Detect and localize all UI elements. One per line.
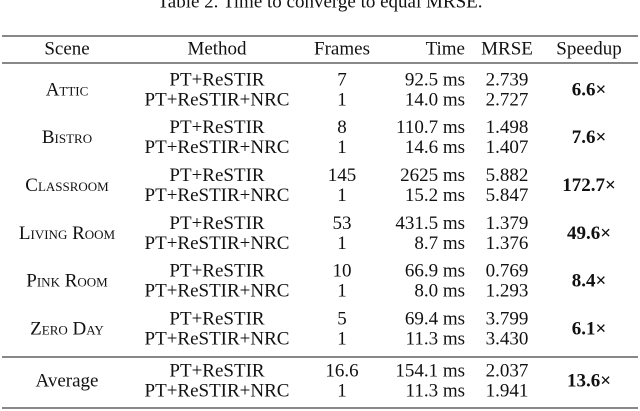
method: PT+ReSTIR <box>169 69 264 90</box>
scene-name: Zero Day <box>30 318 104 339</box>
time: 15.2 ms <box>405 185 465 206</box>
frames: 1 <box>337 233 347 254</box>
mrse: 1.379 <box>486 213 529 234</box>
speedup: 8.4× <box>572 271 607 292</box>
mrse: 2.727 <box>486 89 529 110</box>
time: 154.1 ms <box>395 360 465 381</box>
time: 66.9 ms <box>405 261 465 282</box>
speedup: 6.1× <box>572 318 607 339</box>
speedup: 13.6× <box>567 370 611 391</box>
mrse: 1.941 <box>486 380 529 401</box>
column-header: Time <box>426 38 465 59</box>
frames: 1 <box>337 185 347 206</box>
method: PT+ReSTIR+NRC <box>145 137 290 158</box>
scene-name: Classroom <box>25 175 109 196</box>
frames: 10 <box>333 261 352 282</box>
time: 8.0 ms <box>414 281 465 302</box>
method: PT+ReSTIR <box>169 308 264 329</box>
method: PT+ReSTIR+NRC <box>145 233 290 254</box>
time: 92.5 ms <box>405 69 465 90</box>
frames: 16.6 <box>325 360 358 381</box>
method: PT+ReSTIR+NRC <box>145 380 290 401</box>
method: PT+ReSTIR+NRC <box>145 281 290 302</box>
time: 14.0 ms <box>405 89 465 110</box>
speedup: 7.6× <box>572 127 607 148</box>
time: 69.4 ms <box>405 308 465 329</box>
mrse: 3.799 <box>486 308 529 329</box>
method: PT+ReSTIR <box>169 117 264 138</box>
scene-name: Living Room <box>19 223 116 244</box>
column-header: Method <box>187 38 247 59</box>
mrse: 5.847 <box>486 185 529 206</box>
mrse: 5.882 <box>486 165 529 186</box>
method: PT+ReSTIR+NRC <box>145 328 290 349</box>
frames: 1 <box>337 380 347 401</box>
frames: 53 <box>333 213 352 234</box>
column-header: Frames <box>314 38 370 59</box>
scene-name: Bistro <box>42 127 92 148</box>
mrse: 3.430 <box>486 328 529 349</box>
frames: 1 <box>337 89 347 110</box>
mrse: 1.498 <box>486 117 529 138</box>
mrse: 1.407 <box>486 137 529 158</box>
frames: 8 <box>337 117 347 138</box>
time: 2625 ms <box>400 165 465 186</box>
scene-name: Attic <box>46 79 89 100</box>
frames: 1 <box>337 281 347 302</box>
time: 431.5 ms <box>395 213 465 234</box>
time: 11.3 ms <box>406 328 465 349</box>
speedup: 6.6× <box>572 79 607 100</box>
mrse: 2.739 <box>486 69 529 90</box>
column-header: Speedup <box>556 38 621 59</box>
method: PT+ReSTIR <box>169 165 264 186</box>
time: 11.3 ms <box>406 380 465 401</box>
mrse: 0.769 <box>486 261 529 282</box>
method: PT+ReSTIR+NRC <box>145 89 290 110</box>
method: PT+ReSTIR+NRC <box>145 185 290 206</box>
frames: 1 <box>337 328 347 349</box>
frames: 7 <box>337 69 347 90</box>
speedup: 172.7× <box>562 175 616 196</box>
method: PT+ReSTIR <box>169 213 264 234</box>
time: 14.6 ms <box>405 137 465 158</box>
speedup: 49.6× <box>567 223 611 244</box>
column-header: MRSE <box>481 38 533 59</box>
frames: 1 <box>337 137 347 158</box>
scene-name: Pink Room <box>26 271 108 292</box>
mrse: 1.293 <box>486 281 529 302</box>
method: PT+ReSTIR <box>169 261 264 282</box>
frames: 145 <box>328 165 357 186</box>
mrse: 1.376 <box>486 233 529 254</box>
caption: Table 2. Time to converge to equal MRSE. <box>158 0 483 12</box>
time: 110.7 ms <box>396 117 465 138</box>
mrse: 2.037 <box>486 360 529 381</box>
time: 8.7 ms <box>414 233 465 254</box>
method: PT+ReSTIR <box>169 360 264 381</box>
frames: 5 <box>337 308 347 329</box>
column-header: Scene <box>44 38 89 59</box>
scene-name: Average <box>36 370 99 391</box>
